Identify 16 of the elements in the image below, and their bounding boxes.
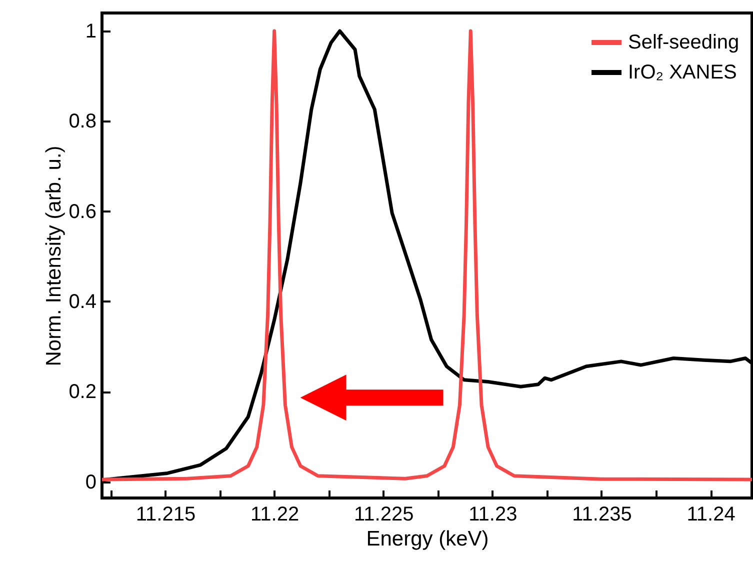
- y-tick-label: 0.4: [68, 290, 96, 313]
- legend-label: IrO₂ XANES: [628, 62, 737, 84]
- x-tick-label: 11.225: [354, 504, 414, 526]
- y-tick-label: 1: [85, 20, 96, 43]
- y-axis-title: Norm. Intensity (arb. u.): [42, 146, 66, 366]
- x-tick-label: 11.24: [686, 504, 736, 526]
- x-axis-title: Energy (keV): [366, 528, 489, 550]
- y-tick-label: 0.8: [68, 110, 96, 133]
- x-tick-label: 11.215: [136, 504, 196, 526]
- y-tick-label: 0: [85, 471, 96, 494]
- y-tick-label: 0.6: [68, 200, 96, 223]
- x-tick-label: 11.23: [468, 504, 518, 526]
- x-tick-label: 11.235: [572, 504, 632, 526]
- legend-label: Self-seeding: [628, 32, 740, 54]
- x-tick-label: 11.22: [250, 504, 300, 526]
- y-tick-label: 0.2: [68, 381, 96, 404]
